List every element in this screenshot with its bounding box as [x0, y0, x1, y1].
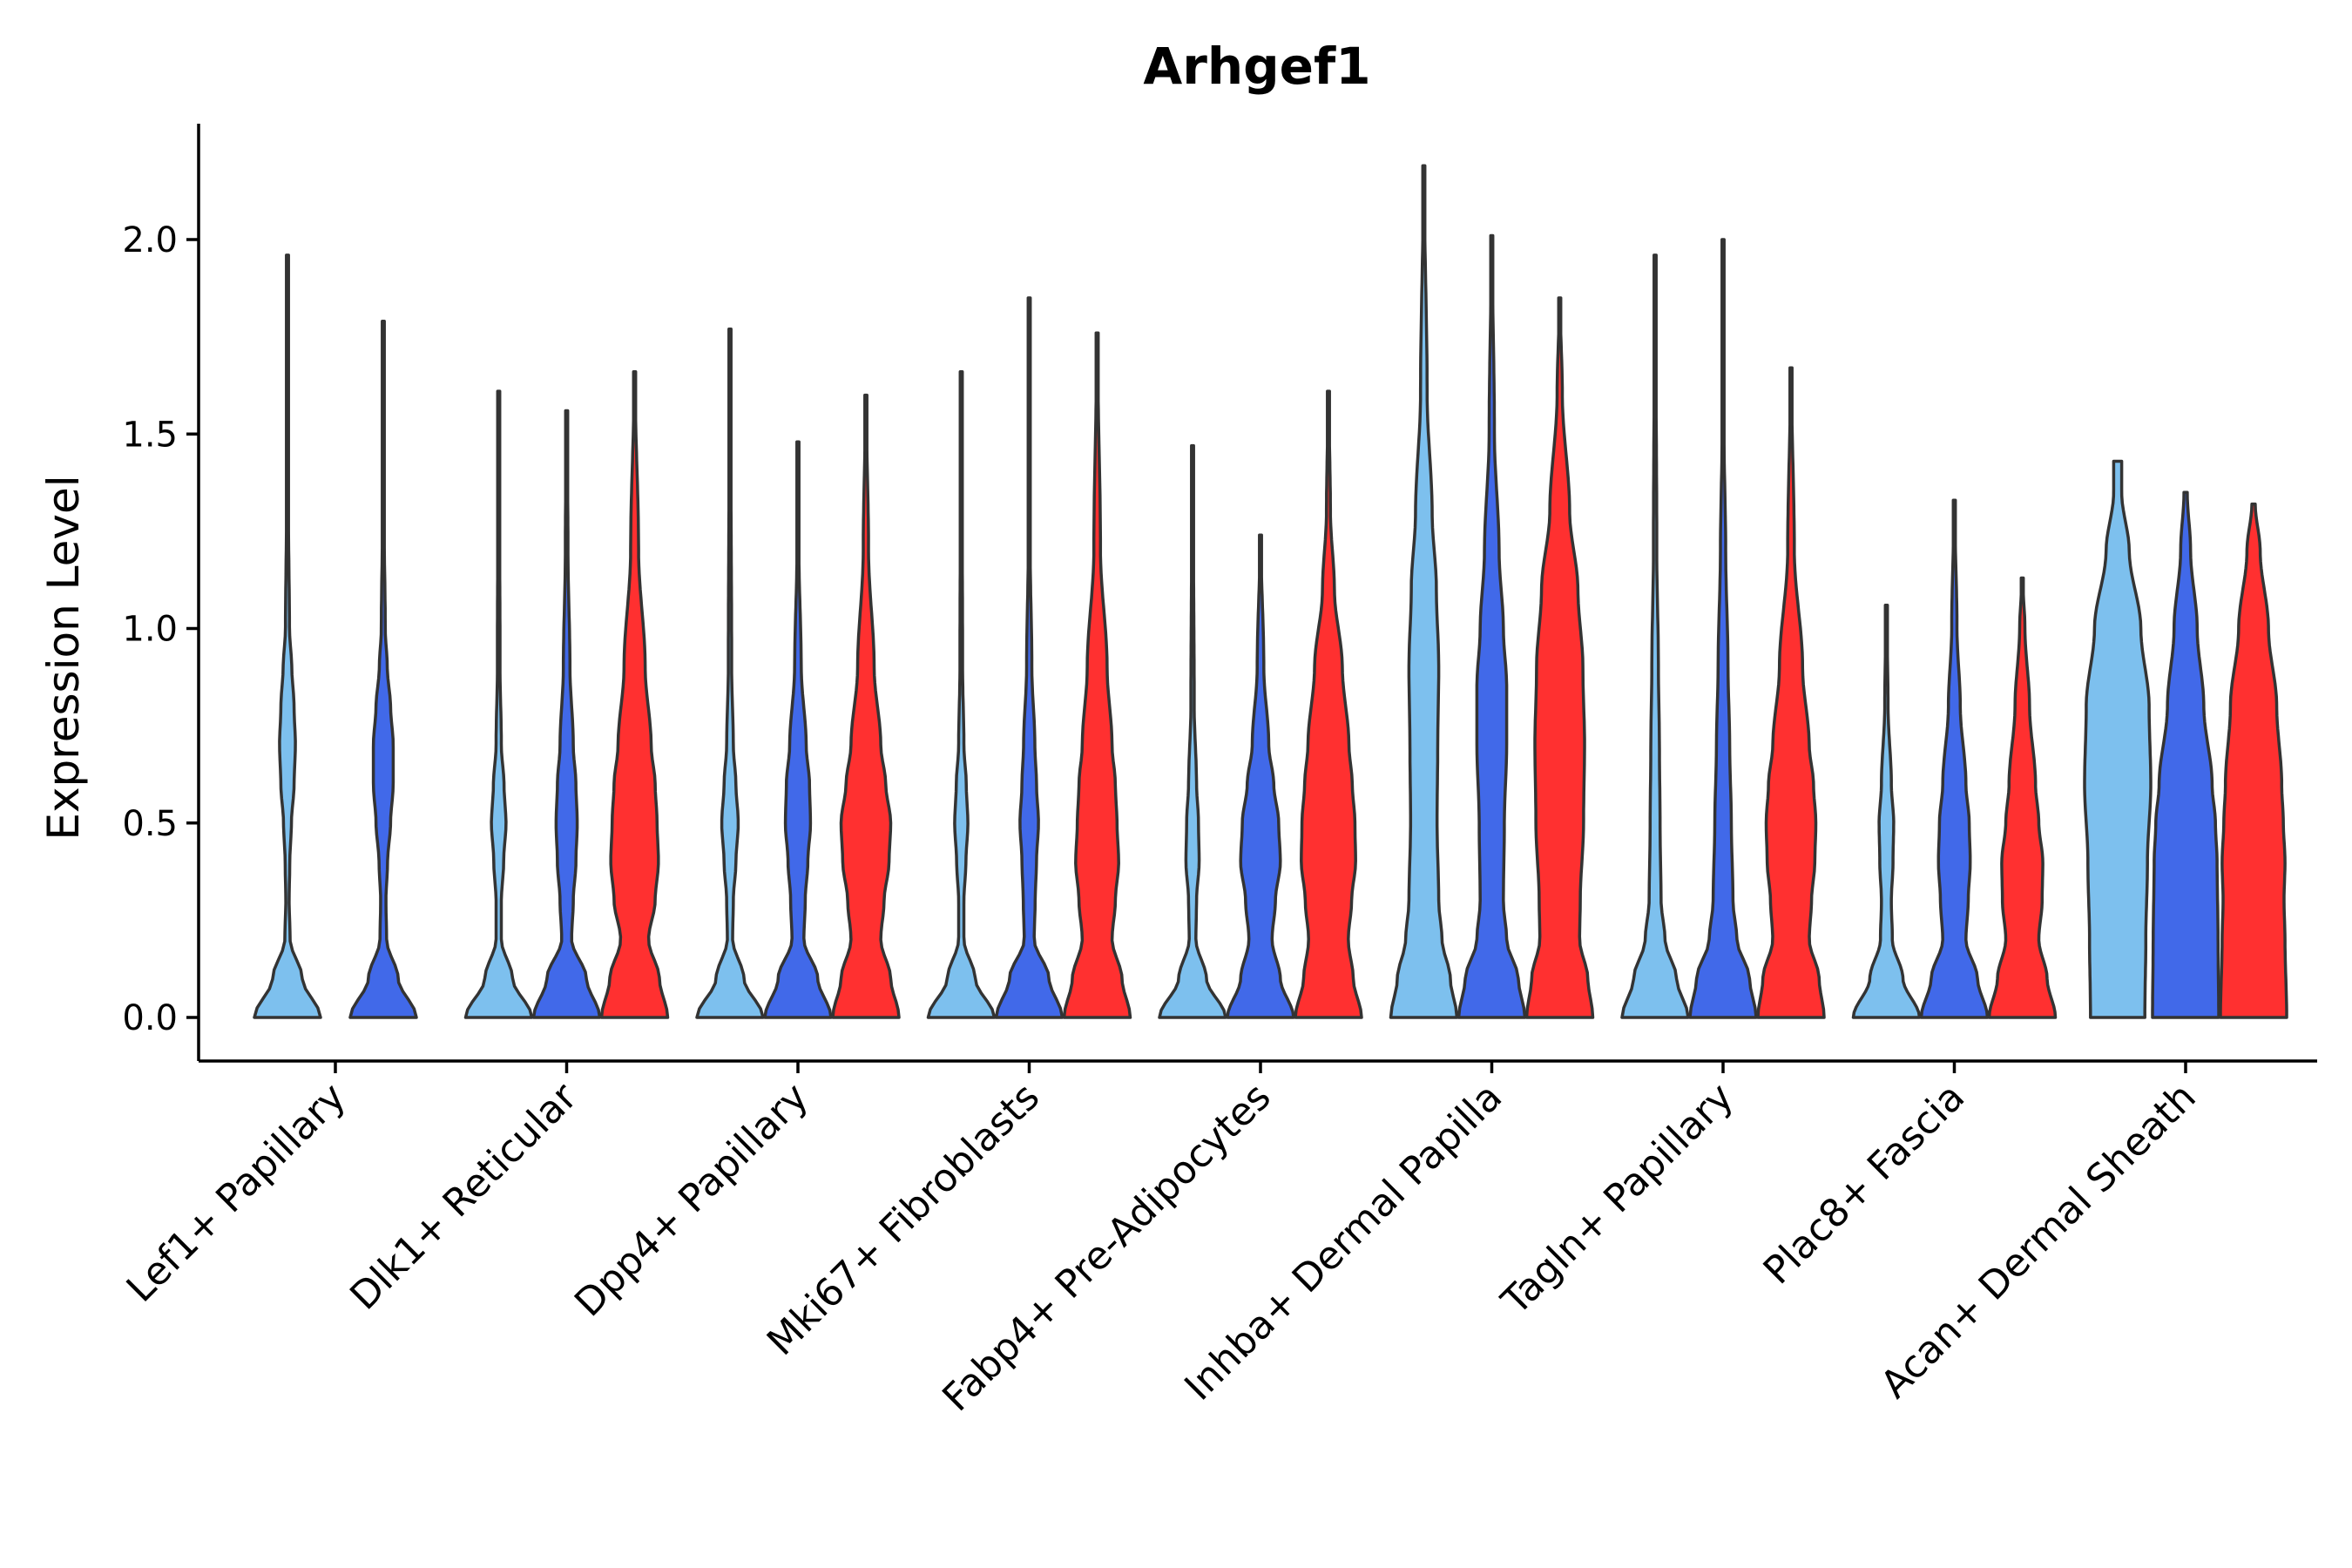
violin-3-2: [763, 440, 833, 1019]
y-tick-label: 0.5: [122, 804, 178, 844]
chart-title: Arhgef1: [1143, 37, 1370, 96]
violin-3-1: [695, 327, 765, 1019]
violin-5-3: [1294, 389, 1363, 1019]
y-axis-label: Expression Level: [38, 475, 89, 840]
x-tick-label: Plac8+ Fascia: [1755, 1075, 1974, 1294]
violin-8-3: [1987, 576, 2058, 1019]
y-tick-label: 1.0: [122, 610, 178, 650]
violin-1-1: [253, 253, 322, 1019]
violin-4-2: [994, 296, 1064, 1019]
violin-5-2: [1226, 533, 1295, 1019]
x-tick-label: Lef1+ Papillary: [118, 1075, 355, 1311]
x-tick-label: Dpp4+ Papillary: [566, 1075, 817, 1326]
violin-7-2: [1688, 238, 1758, 1019]
violin-8-2: [1919, 498, 1990, 1019]
y-tick-label: 2.0: [122, 220, 178, 260]
violin-6-2: [1456, 233, 1527, 1019]
violin-8-1: [1851, 603, 1922, 1019]
violin-2-1: [463, 389, 534, 1019]
violin-9-2: [2151, 490, 2220, 1019]
violin-7-3: [1756, 366, 1826, 1019]
violin-5-1: [1158, 443, 1227, 1019]
violin-9-1: [2083, 459, 2153, 1019]
violin-9-3: [2219, 502, 2288, 1019]
violin-1-2: [348, 320, 418, 1019]
violin-3-3: [831, 393, 901, 1019]
violin-6-3: [1524, 296, 1595, 1019]
violin-2-3: [599, 370, 670, 1019]
violin-2-2: [531, 409, 602, 1019]
x-tick-label: Tagln+ Papillary: [1493, 1075, 1742, 1324]
x-tick-label: Dlk1+ Reticular: [341, 1074, 586, 1319]
violin-4-1: [926, 370, 997, 1019]
violin-6-1: [1389, 164, 1459, 1019]
violin-7-1: [1620, 253, 1690, 1019]
y-tick-label: 1.5: [122, 415, 178, 455]
violin-layer: [253, 164, 2288, 1019]
violin-4-3: [1062, 331, 1132, 1019]
y-tick-label: 0.0: [122, 998, 178, 1038]
y-axis-ticks: 0.0 0.5 1.0 1.5 2.0: [122, 220, 199, 1038]
